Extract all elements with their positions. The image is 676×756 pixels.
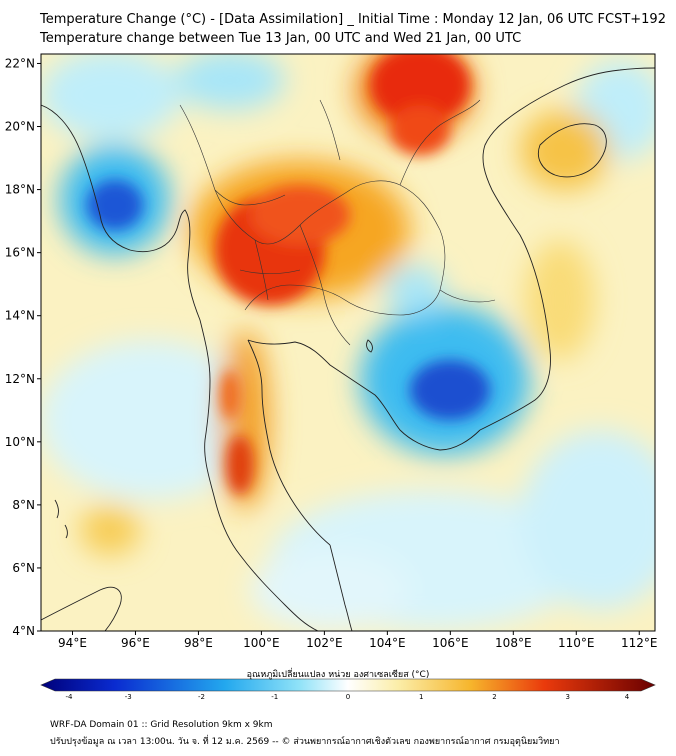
lon-tick-label: 94°E — [58, 636, 87, 650]
lat-tick-label: 10°N — [5, 435, 35, 449]
lat-tick-label: 4°N — [12, 624, 35, 638]
colorbar-tick-label: -3 — [125, 693, 132, 700]
footer-model-info: WRF-DA Domain 01 :: Grid Resolution 9km … — [50, 720, 273, 730]
colorbar-tick-label: -2 — [198, 693, 205, 700]
longitude-axis: 94°E 96°E 98°E 100°E 102°E 104°E 106°E 108°E 110… — [58, 631, 658, 650]
footer-credits: ปรับปรุงข้อมูล ณ เวลา 13:00น. วัน จ. ที่… — [50, 737, 560, 747]
lon-tick-label: 100°E — [243, 636, 280, 650]
colorbar-tick-label: 1 — [419, 693, 423, 700]
lat-tick-label: 18°N — [5, 183, 35, 197]
borders — [179, 99, 496, 346]
colorbar-tick-label: 0 — [346, 693, 350, 700]
lon-tick-label: 112°E — [621, 636, 658, 650]
temperature-field — [41, 54, 655, 631]
lat-tick-label: 14°N — [5, 309, 35, 323]
lat-tick-label: 20°N — [5, 120, 35, 134]
lon-tick-label: 98°E — [184, 636, 213, 650]
lon-tick-label: 110°E — [558, 636, 595, 650]
lat-tick-label: 16°N — [5, 246, 35, 260]
lon-tick-label: 102°E — [306, 636, 343, 650]
colorbar-label: อุณหภูมิเปลี่ยนแปลง หน่วย องศาเซลเซียส (… — [246, 670, 430, 680]
colorbar-tick-label: 3 — [566, 693, 570, 700]
colorbar: -4 -3 -2 -1 0 1 2 3 4 — [40, 678, 656, 700]
lon-tick-label: 108°E — [495, 636, 532, 650]
map-frame — [40, 53, 656, 632]
lon-tick-label: 104°E — [369, 636, 406, 650]
lon-tick-label: 106°E — [432, 636, 469, 650]
colorbar-tick-label: -4 — [66, 693, 74, 700]
lat-tick-label: 8°N — [12, 498, 35, 512]
lon-tick-label: 96°E — [121, 636, 150, 650]
map-title: Temperature Change (°C) - [Data Assimila… — [40, 12, 666, 27]
lat-tick-label: 6°N — [12, 561, 35, 575]
map-subtitle: Temperature change between Tue 13 Jan, 0… — [40, 31, 522, 46]
colorbar-tick-label: 4 — [625, 693, 630, 700]
lat-tick-label: 22°N — [5, 56, 35, 70]
colorbar-tick-label: 2 — [492, 693, 496, 700]
temperature-map: 22°N 20°N 18°N 16°N 14°N 12°N 10°N 8°N 6°N 4°N 94… — [5, 53, 658, 700]
lat-tick-label: 12°N — [5, 372, 35, 386]
coastlines — [41, 67, 655, 631]
colorbar-tick-label: -1 — [271, 693, 278, 700]
latitude-axis: 22°N 20°N 18°N 16°N 14°N 12°N 10°N 8°N 6°N 4°N — [5, 56, 41, 638]
